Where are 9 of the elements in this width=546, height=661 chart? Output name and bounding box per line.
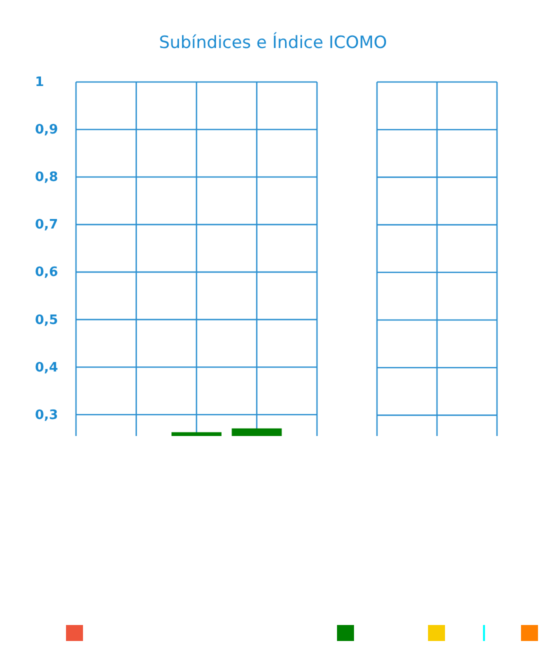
y-tick-label: 0,5 xyxy=(35,312,58,328)
y-tick-label: 0,3 xyxy=(35,408,58,423)
y-tick-label: 1 xyxy=(35,75,44,90)
y-tick-label: 0,6 xyxy=(35,265,58,280)
y-tick-label: 0,9 xyxy=(35,122,58,138)
y-tick-label: 0,7 xyxy=(35,218,58,233)
y-tick-label: 0,4 xyxy=(35,360,58,376)
y-tick-label: 0,8 xyxy=(35,170,58,186)
chart-title: Subíndices e Índice ICOMO xyxy=(158,32,388,53)
